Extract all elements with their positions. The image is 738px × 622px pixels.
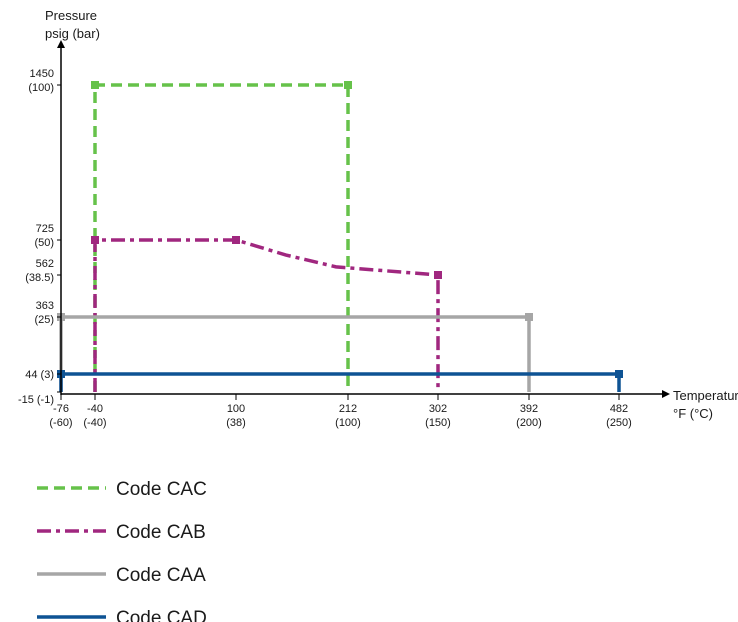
legend-label-code-cad: Code CAD: [116, 608, 207, 622]
y-axis-title-line2: psig (bar): [45, 26, 100, 41]
x-axis-title-line1: Temperature: [673, 388, 738, 403]
y-tick-label: -15 (-1): [18, 394, 54, 406]
legend-label-code-cab: Code CAB: [116, 522, 206, 543]
legend-label-code-cac: Code CAC: [116, 479, 207, 500]
series-layer: [57, 81, 623, 392]
data-point-code-cac-1: [344, 81, 352, 89]
data-point-code-cab-0: [91, 236, 99, 244]
data-point-code-cad-1: [615, 370, 623, 378]
data-point-code-cab-2: [434, 271, 442, 279]
y-tick-label: 363: [36, 300, 54, 312]
x-tick-label-secondary: (38): [226, 417, 246, 429]
x-tick-label: 100: [227, 403, 245, 415]
x-tick-label: 392: [520, 403, 538, 415]
legend: Code CAC Code CAB Code CAA Code CAD: [37, 479, 207, 622]
x-tick-label-secondary: (100): [335, 417, 361, 429]
y-tick-label: 44 (3): [25, 369, 54, 381]
x-tick-label-secondary: (200): [516, 417, 542, 429]
legend-label-code-caa: Code CAA: [116, 565, 206, 586]
x-tick-label: -40: [87, 403, 103, 415]
series-line-code-caa: [59, 315, 531, 392]
y-tick-label: 562: [36, 258, 54, 270]
y-tick-label-secondary: (100): [28, 82, 54, 94]
tick-layer: -76 (-60) -40 (-40) 100 (38) 212 (100) 302 (150) 3…: [18, 68, 632, 429]
series-line-code-cad: [59, 372, 621, 392]
x-tick-label-secondary: (-60): [49, 417, 72, 429]
y-tick-label-secondary: (38.5): [25, 272, 54, 284]
x-tick-label: 212: [339, 403, 357, 415]
y-tick-label: 725: [36, 223, 54, 235]
x-tick-label: -76: [53, 403, 69, 415]
x-tick-label-secondary: (250): [606, 417, 632, 429]
y-tick-label-secondary: (25): [34, 314, 54, 326]
x-tick-label-secondary: (150): [425, 417, 451, 429]
data-point-code-cab-1: [232, 236, 240, 244]
data-point-code-caa-1: [525, 313, 533, 321]
y-tick-label-secondary: (50): [34, 237, 54, 249]
x-tick-label: 482: [610, 403, 628, 415]
data-point-code-cac-0: [91, 81, 99, 89]
x-axis-title-line2: °F (°C): [673, 406, 713, 421]
y-tick-label: 1450: [30, 68, 54, 80]
y-axis-title-line1: Pressure: [45, 8, 97, 23]
x-tick-label-secondary: (-40): [83, 417, 106, 429]
x-tick-label: 302: [429, 403, 447, 415]
